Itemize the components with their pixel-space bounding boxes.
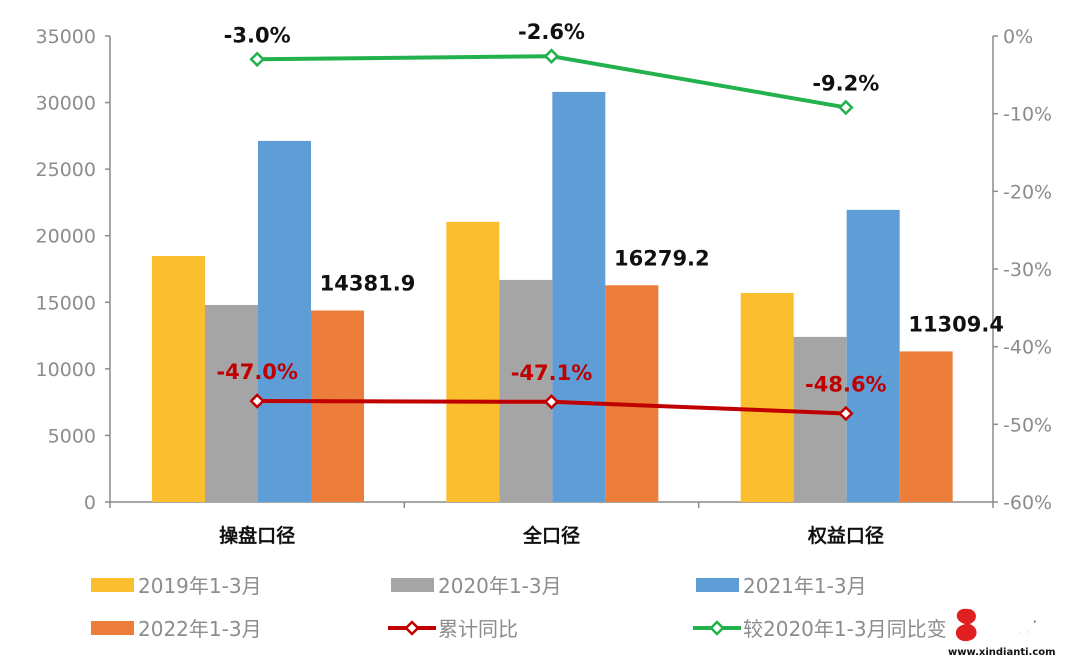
legend-swatch bbox=[391, 578, 434, 592]
y2-tick-label: -60% bbox=[1003, 492, 1052, 514]
svg-text:新电梯: 新电梯 bbox=[986, 612, 1052, 638]
y2-tick-label: -40% bbox=[1003, 337, 1052, 359]
data-label: -48.6% bbox=[805, 372, 887, 396]
bar bbox=[740, 292, 794, 502]
line-marker bbox=[249, 51, 265, 68]
bar bbox=[846, 209, 900, 502]
legend-label: 2020年1-3月 bbox=[438, 574, 562, 598]
legend-swatch bbox=[696, 578, 739, 592]
y-tick-label: 5000 bbox=[48, 425, 96, 447]
bar bbox=[152, 255, 205, 502]
legend-label: 2022年1-3月 bbox=[138, 617, 262, 641]
data-label: 11309.4 bbox=[908, 312, 1004, 336]
y-tick-label: 20000 bbox=[36, 226, 96, 248]
data-label: -2.6% bbox=[518, 20, 585, 44]
legend-label: 较2020年1-3月同比变 bbox=[743, 617, 947, 641]
bar bbox=[311, 310, 364, 502]
legend-label: 累计同比 bbox=[438, 617, 518, 641]
line-marker bbox=[838, 405, 854, 422]
data-label: 14381.9 bbox=[320, 272, 416, 296]
legend-swatch bbox=[91, 621, 134, 635]
y2-tick-label: -50% bbox=[1003, 414, 1052, 436]
y-tick-label: 0 bbox=[84, 492, 96, 514]
bar bbox=[499, 279, 553, 502]
bar bbox=[205, 304, 258, 502]
data-label: -3.0% bbox=[224, 23, 291, 47]
bar bbox=[552, 91, 606, 503]
y-tick-label: 35000 bbox=[36, 26, 96, 48]
line-marker bbox=[249, 393, 265, 409]
data-label: 16279.2 bbox=[614, 246, 710, 270]
y-tick-label: 30000 bbox=[36, 93, 96, 115]
line-marker bbox=[543, 394, 560, 410]
y2-tick-label: -30% bbox=[1003, 259, 1052, 281]
x-tick-label: 全口径 bbox=[522, 524, 580, 547]
legend-label: 2019年1-3月 bbox=[138, 574, 262, 598]
y-tick-label: 15000 bbox=[36, 292, 96, 314]
bar bbox=[446, 221, 500, 502]
data-label: -47.1% bbox=[511, 361, 593, 385]
line-marker bbox=[543, 48, 560, 64]
y-tick-label: 10000 bbox=[36, 359, 96, 381]
data-label: -9.2% bbox=[812, 71, 879, 95]
bar bbox=[258, 140, 311, 502]
x-tick-label: 权益口径 bbox=[807, 524, 884, 547]
legend-swatch bbox=[91, 578, 134, 592]
line-marker bbox=[838, 99, 854, 116]
svg-text:www.xindianti.com: www.xindianti.com bbox=[948, 647, 1056, 658]
y2-tick-label: -10% bbox=[1003, 104, 1052, 126]
bar bbox=[605, 285, 659, 502]
bar bbox=[899, 351, 953, 502]
legend-marker bbox=[404, 620, 420, 636]
watermark-logo: 新电梯 www.xindianti.com bbox=[948, 606, 1056, 658]
legend-marker bbox=[709, 620, 725, 636]
data-label: -47.0% bbox=[216, 360, 298, 384]
y-tick-label: 25000 bbox=[36, 159, 96, 181]
y2-tick-label: 0% bbox=[1003, 26, 1033, 48]
legend-label: 2021年1-3月 bbox=[743, 574, 867, 598]
x-tick-label: 操盘口径 bbox=[219, 524, 295, 547]
bar bbox=[793, 336, 847, 502]
y2-tick-label: -20% bbox=[1003, 181, 1052, 203]
